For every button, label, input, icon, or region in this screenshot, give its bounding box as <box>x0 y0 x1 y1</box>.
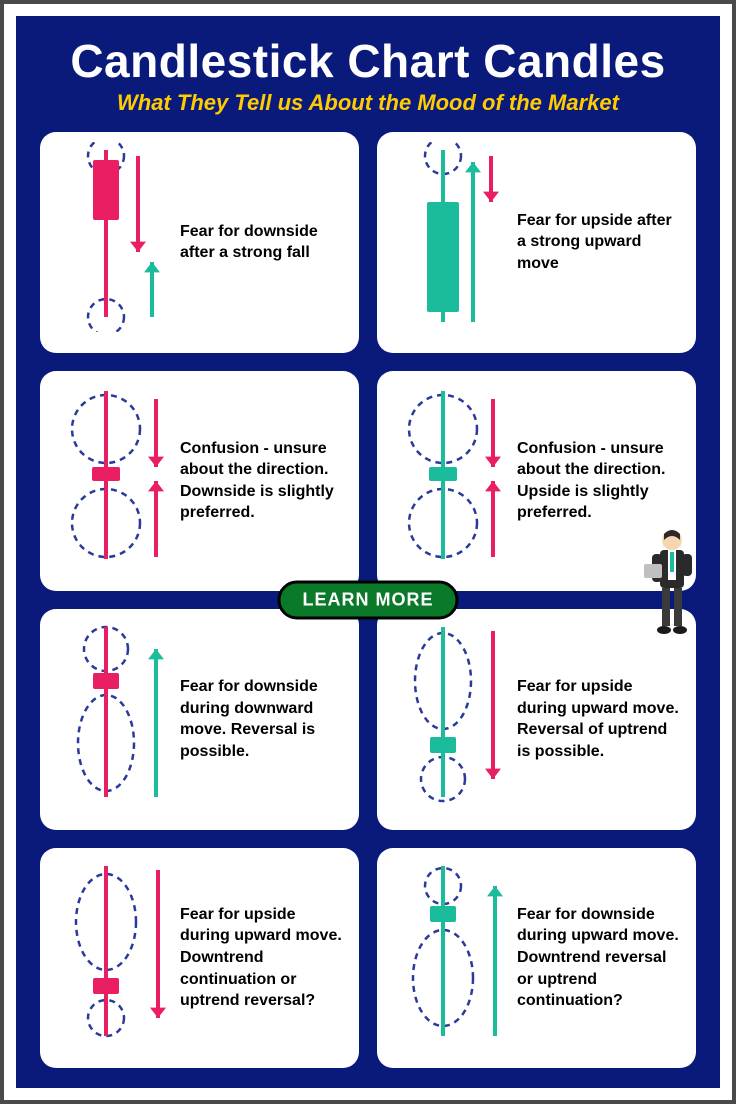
card-description: Fear for downside after a strong fall <box>176 221 347 264</box>
card-description: Fear for upside during upward move. Reve… <box>513 676 684 762</box>
candle-card: Fear for upside after a strong upward mo… <box>377 132 696 353</box>
candle-diagram <box>383 619 513 820</box>
candle-card: Fear for upside during upward move. Down… <box>40 848 359 1069</box>
infographic-frame: Candlestick Chart Candles What They Tell… <box>0 0 736 1104</box>
candle-card: Fear for downside during downward move. … <box>40 609 359 830</box>
candle-diagram <box>46 858 176 1059</box>
card-description: Fear for downside during downward move. … <box>176 676 347 762</box>
candle-diagram <box>383 858 513 1059</box>
card-description: Confusion - unsure about the direction. … <box>513 438 684 524</box>
card-grid: LEARN MORE Fear for downside aft <box>40 132 696 1068</box>
candle-card: Fear for downside after a strong fall <box>40 132 359 353</box>
candle-card: Fear for upside during upward move. Reve… <box>377 609 696 830</box>
businessman-icon <box>642 526 702 636</box>
candle-card: Fear for downside during upward move. Do… <box>377 848 696 1069</box>
card-description: Fear for upside during upward move. Down… <box>176 904 347 1012</box>
card-description: Confusion - unsure about the direction. … <box>176 438 347 524</box>
candle-diagram <box>46 142 176 343</box>
page-title: Candlestick Chart Candles <box>40 34 696 88</box>
candle-card: Confusion - unsure about the direction. … <box>40 371 359 592</box>
candle-diagram <box>46 619 176 820</box>
card-description: Fear for upside after a strong upward mo… <box>513 210 684 275</box>
main-panel: Candlestick Chart Candles What They Tell… <box>16 16 720 1088</box>
card-description: Fear for downside during upward move. Do… <box>513 904 684 1012</box>
learn-more-button[interactable]: LEARN MORE <box>278 581 459 620</box>
candle-diagram <box>383 142 513 343</box>
candle-diagram <box>383 381 513 582</box>
page-subtitle: What They Tell us About the Mood of the … <box>40 90 696 116</box>
candle-diagram <box>46 381 176 582</box>
